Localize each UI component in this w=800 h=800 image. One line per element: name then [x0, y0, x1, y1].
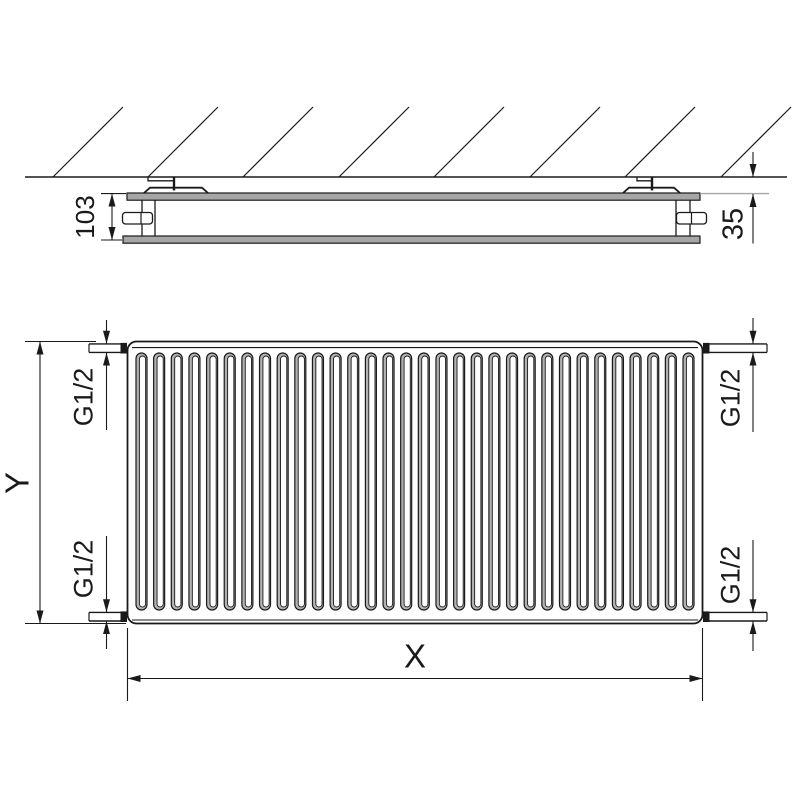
- left-wall-bracket: [143, 177, 209, 194]
- conn-label-top-left: G1/2: [68, 367, 99, 427]
- fin-inner-groove: [333, 355, 341, 608]
- fin-inner-groove: [244, 355, 252, 608]
- fin-inner-groove: [491, 355, 499, 608]
- fin-inner-groove: [615, 355, 623, 608]
- fin-inner-groove: [403, 355, 411, 608]
- fin-inner-groove: [580, 355, 588, 608]
- front-panel: [122, 235, 701, 244]
- height-axis-label: Y: [0, 471, 36, 495]
- dimension-depth: [101, 193, 126, 241]
- stub-top-left: [88, 342, 127, 354]
- fin-inner-groove: [209, 355, 217, 608]
- fin-inner-groove: [297, 355, 305, 608]
- fin-inner-groove: [509, 355, 517, 608]
- fin-inner-groove: [421, 355, 429, 608]
- fin-inner-groove: [368, 355, 376, 608]
- fin-inner-groove: [668, 355, 676, 608]
- depth-dimension-label: 103: [70, 195, 100, 239]
- fin-inner-groove: [227, 355, 235, 608]
- left-connection-nipple: [121, 211, 154, 225]
- fin-inner-groove: [156, 355, 164, 608]
- rear-panel: [126, 192, 701, 201]
- fin-inner-groove: [191, 355, 199, 608]
- radiator-front-view: [88, 340, 768, 625]
- stub-bottom-right: [703, 611, 768, 622]
- fin-inner-groove: [474, 355, 482, 608]
- fin-inner-groove: [527, 355, 535, 608]
- conn-label-bottom-right: G1/2: [715, 545, 746, 605]
- fin-inner-groove: [138, 355, 147, 608]
- fin-inner-groove: [262, 355, 270, 608]
- conn-label-bottom-left: G1/2: [68, 539, 99, 599]
- right-connection-nipple: [675, 211, 708, 225]
- fin-inner-groove: [174, 355, 182, 608]
- wall-hatch-section: [25, 106, 792, 178]
- fin-inner-groove: [438, 355, 447, 608]
- dimension-length: [126, 628, 704, 701]
- wall-clearance-dimension-label: 35: [717, 207, 750, 241]
- radiator-body: [126, 340, 704, 625]
- stub-top-right: [703, 342, 768, 354]
- fin-inner-groove: [456, 355, 464, 608]
- width-axis-label: X: [403, 637, 427, 675]
- radiator-side-view: [121, 177, 708, 244]
- right-wall-bracket: [622, 177, 681, 194]
- fin-inner-groove: [315, 355, 323, 608]
- fin-inner-groove: [562, 355, 570, 608]
- conn-label-top-right: G1/2: [715, 368, 746, 428]
- fin-inner-groove: [633, 355, 641, 608]
- fin-inner-groove: [350, 355, 358, 608]
- fin-inner-groove: [385, 355, 394, 608]
- fin-inner-groove: [544, 355, 552, 608]
- fin-inner-groove: [650, 355, 658, 608]
- stub-bottom-left: [88, 611, 127, 622]
- fin-inner-groove: [280, 355, 288, 608]
- fin-inner-groove: [685, 355, 694, 608]
- hatch-lines: [52, 106, 792, 178]
- dimension-wall-clearance: [700, 152, 769, 244]
- fin-pattern: [135, 352, 695, 611]
- dimension-height: [25, 340, 126, 625]
- fin-inner-groove: [597, 355, 605, 608]
